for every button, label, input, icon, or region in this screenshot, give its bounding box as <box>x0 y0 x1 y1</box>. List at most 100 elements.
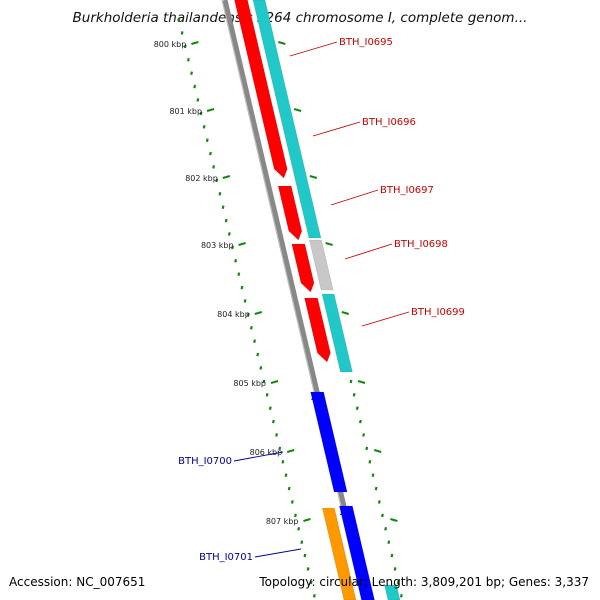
scale-dot <box>365 446 369 451</box>
feature-tracks[interactable] <box>234 0 401 600</box>
cds-forward[interactable] <box>277 185 303 241</box>
scale-dot <box>300 540 304 544</box>
scale-dot <box>205 138 209 142</box>
scale-dot <box>231 245 234 250</box>
cds-reverse[interactable] <box>310 391 348 493</box>
scale-dot <box>312 593 316 598</box>
map-title: Burkholderia thailandensis E264 chromoso… <box>72 10 528 26</box>
gene-label[interactable]: BTH_I0699 <box>411 307 465 318</box>
genome-summary-text: Topology: circular; Length: 3,809,201 bp… <box>259 575 589 589</box>
scale-dot <box>177 17 181 22</box>
cds-reverse[interactable] <box>339 505 375 600</box>
backbone-line <box>222 0 369 600</box>
scale-dot <box>253 339 256 343</box>
cds-forward[interactable] <box>291 243 315 293</box>
scale-dot <box>249 325 253 330</box>
gene-label[interactable]: BTH_I0700 <box>178 456 232 467</box>
chromosome-backbone <box>221 0 369 600</box>
scale-dot <box>190 71 193 75</box>
gene-label[interactable]: BTH_I0701 <box>199 552 253 563</box>
scale-label: 801 kbp <box>169 107 202 116</box>
scale-dot <box>221 205 225 209</box>
scale-dot <box>246 312 250 317</box>
scale-label: 804 kbp <box>217 310 250 319</box>
scale-dot <box>309 580 313 585</box>
orange-feature[interactable] <box>322 507 357 600</box>
scale-dot <box>256 352 260 357</box>
scale-dot <box>399 593 403 598</box>
scale-dot <box>287 486 291 491</box>
scale-dot <box>215 178 219 183</box>
scale-dot <box>224 218 228 223</box>
scale-dot <box>368 459 372 464</box>
scale-dot <box>272 419 275 424</box>
forward-track[interactable] <box>321 293 353 373</box>
scale-tick <box>238 242 246 246</box>
scale-dot <box>240 285 244 290</box>
gene-leader-line <box>344 243 393 260</box>
scale-tick <box>341 311 350 315</box>
backbone-edge <box>221 0 364 600</box>
scale-tick <box>222 175 231 179</box>
scale-dot <box>387 540 391 544</box>
scale-tick <box>254 311 263 315</box>
scale-dot <box>294 513 297 518</box>
scale-dot <box>377 500 381 504</box>
gene-label[interactable]: BTH_I0697 <box>380 185 434 196</box>
scale-dot <box>303 553 307 558</box>
scale-dot <box>393 567 397 571</box>
gene-labels[interactable]: BTH_I0695 BTH_I0696 BTH_I0697 BTH_I0698 BTH_… <box>178 37 465 563</box>
scale-tick <box>293 108 302 112</box>
gene-label[interactable]: BTH_I0698 <box>394 239 448 250</box>
scale-dot <box>209 151 212 156</box>
scale-tick <box>325 242 333 246</box>
scale-tick <box>303 518 311 522</box>
forward-track[interactable] <box>384 584 401 600</box>
scale-dot <box>349 379 353 384</box>
scale-dot <box>243 299 247 303</box>
scale-dot <box>202 124 206 129</box>
cds-reverse-arrow[interactable] <box>311 392 325 400</box>
scale-dot <box>265 392 269 397</box>
gene-leader-line <box>330 189 379 206</box>
cds-forward[interactable] <box>234 0 288 179</box>
scale-dot <box>212 165 216 169</box>
scale-label: 805 kbp <box>233 379 266 388</box>
scale-tick <box>286 449 295 453</box>
accession-text: Accession: NC_007651 <box>9 575 146 589</box>
gene-label[interactable]: BTH_I0695 <box>339 37 393 48</box>
scale-dot <box>275 433 279 437</box>
scale-dot <box>352 392 356 397</box>
scale-dot <box>278 446 282 451</box>
scale-dot <box>237 272 241 276</box>
scale-dot <box>362 433 366 437</box>
scale-dot <box>306 567 310 571</box>
gene-label[interactable]: BTH_I0696 <box>362 117 416 128</box>
scale-dot <box>183 44 187 49</box>
gene-leader-line <box>233 451 284 462</box>
scale-dot <box>390 553 394 558</box>
scale-dot <box>196 98 200 102</box>
scale-tick <box>191 41 199 45</box>
cds-forward[interactable] <box>304 297 331 363</box>
scale-label: 800 kbp <box>154 40 187 49</box>
scale-dot <box>374 486 378 491</box>
forward-track[interactable] <box>252 0 322 239</box>
cds-reverse-arrow[interactable] <box>339 506 353 515</box>
scale-label: 803 kbp <box>201 241 234 250</box>
scale-dot <box>234 258 238 263</box>
scale-dot <box>259 366 263 370</box>
scale-tick <box>206 108 215 112</box>
scale-dot <box>290 500 294 504</box>
other-feature[interactable] <box>309 239 334 291</box>
scale-dot <box>281 459 285 464</box>
gene-leader-line <box>312 121 361 137</box>
scale-dot <box>180 31 184 35</box>
scale-dot <box>359 419 362 424</box>
scale-dot <box>284 473 288 477</box>
scale-dot <box>384 526 388 531</box>
scale-dot <box>227 232 231 236</box>
gene-leader-line <box>361 311 410 327</box>
gene-leader-line <box>254 548 302 558</box>
